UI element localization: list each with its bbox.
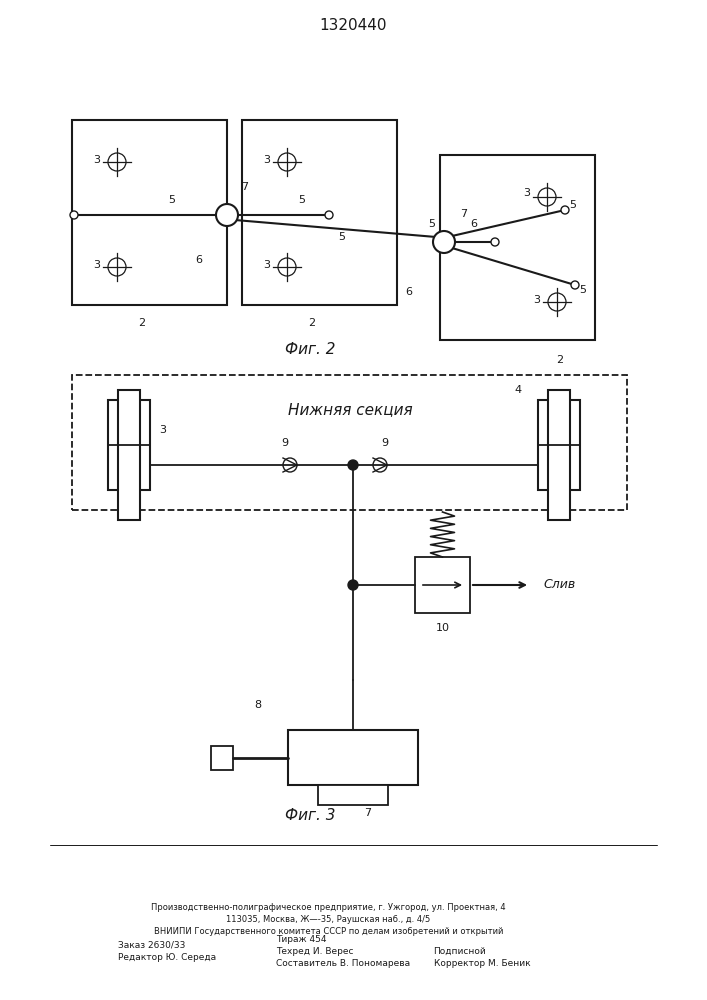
Circle shape xyxy=(325,211,333,219)
Text: 3: 3 xyxy=(93,260,100,270)
Text: Редактор Ю. Середа: Редактор Ю. Середа xyxy=(118,953,216,962)
Text: Заказ 2630/33: Заказ 2630/33 xyxy=(118,941,186,950)
Bar xyxy=(242,120,397,305)
Circle shape xyxy=(348,580,358,590)
Bar xyxy=(108,400,150,490)
Text: Слив: Слив xyxy=(544,578,576,591)
Text: 113035, Москва, Ж—-35, Раушская наб., д. 4/5: 113035, Москва, Ж—-35, Раушская наб., д.… xyxy=(226,915,431,924)
Text: 2: 2 xyxy=(308,318,315,328)
Text: 3: 3 xyxy=(264,155,271,165)
Text: 7: 7 xyxy=(460,209,467,219)
Text: 5: 5 xyxy=(580,285,587,295)
Circle shape xyxy=(561,206,569,214)
Circle shape xyxy=(348,460,358,470)
Text: 7: 7 xyxy=(241,182,249,192)
Text: Составитель В. Пономарева: Составитель В. Пономарева xyxy=(276,959,410,968)
Bar xyxy=(72,120,227,305)
Bar xyxy=(415,557,470,613)
Text: Производственно-полиграфическое предприятие, г. Ужгород, ул. Проектная, 4: Производственно-полиграфическое предприя… xyxy=(151,903,506,912)
Text: Тираж 454: Тираж 454 xyxy=(276,935,327,944)
Text: 8: 8 xyxy=(255,700,262,710)
Text: Нижняя секция: Нижняя секция xyxy=(288,402,412,418)
Text: 5: 5 xyxy=(168,195,175,205)
Text: 3: 3 xyxy=(534,295,540,305)
Circle shape xyxy=(216,204,238,226)
Text: Корректор М. Беник: Корректор М. Беник xyxy=(433,959,530,968)
Text: 5: 5 xyxy=(339,232,346,242)
Bar xyxy=(72,375,627,510)
Bar xyxy=(118,390,140,520)
Text: 7: 7 xyxy=(364,808,372,818)
Circle shape xyxy=(491,238,499,246)
Text: Фиг. 3: Фиг. 3 xyxy=(285,808,335,822)
Text: 2: 2 xyxy=(139,318,146,328)
Text: 6: 6 xyxy=(470,219,477,229)
Text: 9: 9 xyxy=(281,438,288,448)
Circle shape xyxy=(433,231,455,253)
Text: Фиг. 2: Фиг. 2 xyxy=(285,342,335,358)
Circle shape xyxy=(70,211,78,219)
Bar xyxy=(318,785,388,805)
Text: 3: 3 xyxy=(264,260,271,270)
Text: ВНИИПИ Государственного комитета СССР по делам изобретений и открытий: ВНИИПИ Государственного комитета СССР по… xyxy=(154,927,503,936)
Text: Техред И. Верес: Техред И. Верес xyxy=(276,947,354,956)
Text: 6: 6 xyxy=(406,287,412,297)
Bar xyxy=(211,746,233,770)
Text: 3: 3 xyxy=(160,425,167,435)
Text: 2: 2 xyxy=(556,355,563,365)
Text: 4: 4 xyxy=(515,385,522,395)
Text: 5: 5 xyxy=(298,195,305,205)
Text: 3: 3 xyxy=(523,188,530,198)
Text: 9: 9 xyxy=(382,438,389,448)
Circle shape xyxy=(571,281,579,289)
Text: 3: 3 xyxy=(93,155,100,165)
Text: 5: 5 xyxy=(428,219,436,229)
Text: 5: 5 xyxy=(570,200,576,210)
Text: 1320440: 1320440 xyxy=(320,17,387,32)
Bar xyxy=(538,400,580,490)
Bar xyxy=(288,730,418,785)
Text: Подписной: Подписной xyxy=(433,947,486,956)
Bar xyxy=(548,390,570,520)
Text: 6: 6 xyxy=(196,255,202,265)
Bar xyxy=(440,155,595,340)
Text: 10: 10 xyxy=(436,623,450,633)
